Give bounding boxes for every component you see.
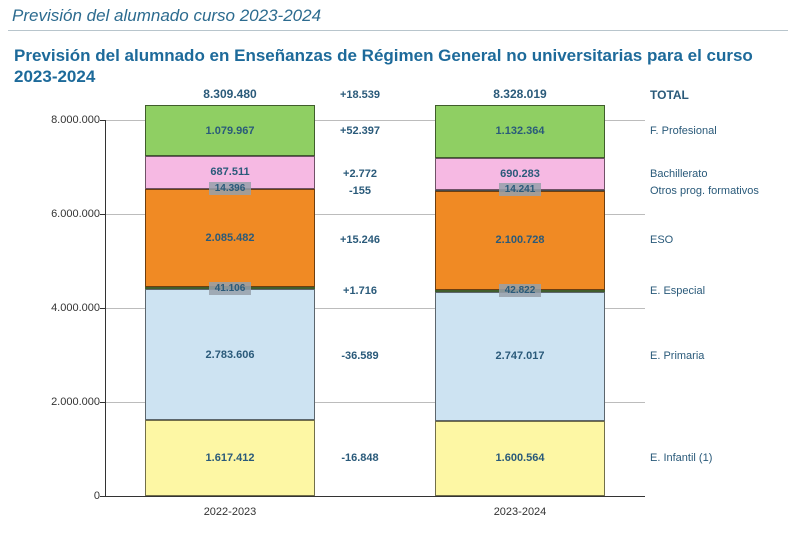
legend-fp: F. Profesional [650, 125, 717, 137]
segment-value: 690.283 [500, 168, 540, 180]
segment-value: 1.617.412 [206, 452, 255, 464]
delta-primaria: -36.589 [320, 350, 400, 362]
delta-infantil: -16.848 [320, 452, 400, 464]
segment-value: 687.511 [210, 166, 249, 178]
legend-eso: ESO [650, 234, 673, 246]
y-axis-tick [100, 308, 106, 309]
legend-primaria: E. Primaria [650, 350, 704, 362]
bar-2023-2024: 1.600.564 2.747.017 42.822 2.100.728 14.241 6… [435, 120, 605, 496]
segment-eso: 2.085.482 [145, 189, 315, 287]
segment-value: 1.079.967 [206, 125, 255, 137]
segment-especial: 42.822 [435, 290, 605, 292]
segment-value: 2.085.482 [206, 232, 255, 244]
segment-value: 2.783.606 [206, 349, 255, 361]
x-axis-line [105, 496, 645, 497]
segment-primaria: 2.747.017 [435, 292, 605, 421]
x-axis-label: 2022-2023 [145, 506, 315, 518]
delta-especial: +1.716 [320, 285, 400, 297]
x-axis-label: 2023-2024 [435, 506, 605, 518]
segment-value: 41.106 [209, 282, 252, 295]
y-axis-tick [100, 496, 106, 497]
delta-otros: -155 [320, 185, 400, 197]
segment-value: 14.241 [499, 183, 542, 196]
segment-value: 14.396 [209, 182, 252, 195]
segment-value: 2.100.728 [496, 234, 545, 246]
segment-value: 1.600.564 [496, 452, 545, 464]
delta-fp: +52.397 [320, 125, 400, 137]
delta-eso: +15.246 [320, 234, 400, 246]
segment-infantil: 1.617.412 [145, 420, 315, 496]
delta-total: +18.539 [320, 89, 400, 101]
bar-2022-2023: 1.617.412 2.783.606 41.106 2.085.482 14.396 6… [145, 120, 315, 496]
segment-value: 1.132.364 [496, 125, 545, 137]
y-axis-tick-label: 6.000.000 [10, 208, 100, 220]
legend-total: TOTAL [650, 88, 689, 102]
segment-fp: 1.132.364 [435, 105, 605, 158]
y-axis-tick [100, 402, 106, 403]
y-axis-tick [100, 120, 106, 121]
legend-infantil: E. Infantil (1) [650, 452, 712, 464]
segment-eso: 2.100.728 [435, 191, 605, 290]
segment-infantil: 1.600.564 [435, 421, 605, 496]
y-axis-tick-label: 0 [10, 490, 100, 502]
legend-otros: Otros prog. formativos [650, 185, 759, 197]
bar-total-label: 8.309.480 [145, 87, 315, 101]
bar-total-label: 8.328.019 [435, 87, 605, 101]
heading-rule [8, 30, 788, 31]
segment-value: 42.822 [499, 284, 542, 297]
legend-especial: E. Especial [650, 285, 705, 297]
legend-bach: Bachillerato [650, 168, 707, 180]
segment-fp: 1.079.967 [145, 105, 315, 156]
page-heading: Previsión del alumnado curso 2023-2024 [0, 0, 796, 30]
y-axis-tick-label: 2.000.000 [10, 396, 100, 408]
segment-value: 2.747.017 [496, 350, 545, 362]
segment-especial: 41.106 [145, 287, 315, 289]
y-axis-tick [100, 214, 106, 215]
segment-primaria: 2.783.606 [145, 289, 315, 420]
y-axis-tick-label: 8.000.000 [10, 114, 100, 126]
stacked-bar-chart: 1.617.412 2.783.606 41.106 2.085.482 14.396 6… [10, 106, 786, 536]
y-axis-tick-label: 4.000.000 [10, 302, 100, 314]
delta-bach: +2.772 [320, 168, 400, 180]
